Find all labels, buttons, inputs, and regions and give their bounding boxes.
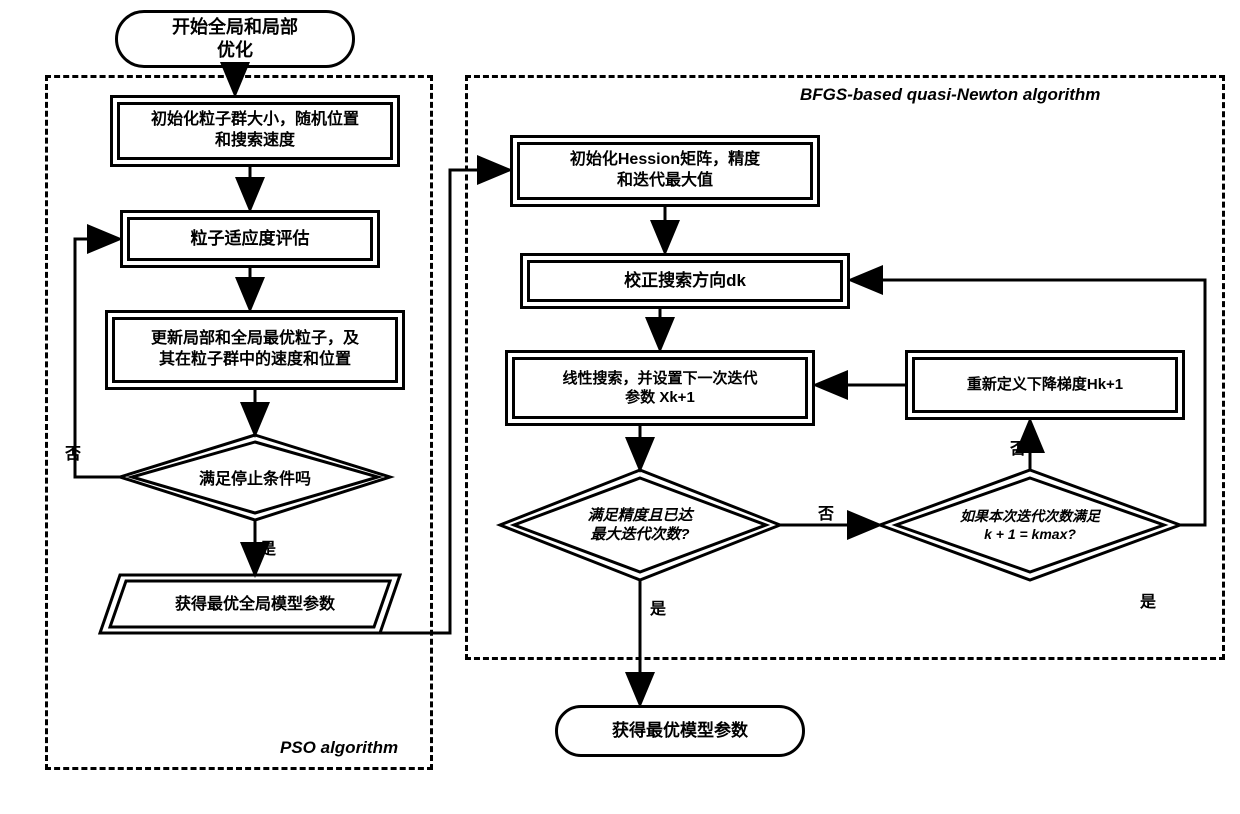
pso-decision-node: 满足停止条件吗 <box>150 460 360 500</box>
start-label: 开始全局和局部 优化 <box>172 16 298 63</box>
end-label: 获得最优模型参数 <box>612 720 748 742</box>
pso-section-label: PSO algorithm <box>280 738 398 758</box>
edge-no1: 否 <box>65 440 81 464</box>
pso-update-label: 更新局部和全局最优粒子，及 其在粒子群中的速度和位置 <box>151 329 359 371</box>
pso-init-label: 初始化粒子群大小，随机位置 和搜索速度 <box>151 110 359 152</box>
pso-init-node: 初始化粒子群大小，随机位置 和搜索速度 <box>110 95 400 167</box>
bfgs-dec2-node: 如果本次迭代次数满足 k + 1 = kmax? <box>930 500 1130 550</box>
bfgs-section-label: BFGS-based quasi-Newton algorithm <box>800 85 1100 105</box>
edge-no2: 否 <box>818 500 834 524</box>
pso-section-box <box>45 75 433 770</box>
bfgs-dec1-label: 满足精度且已达 最大迭代次数? <box>587 506 692 545</box>
end-node: 获得最优模型参数 <box>555 705 805 757</box>
bfgs-linesearch-node: 线性搜索，并设置下一次迭代 参数 Xk+1 <box>505 350 815 426</box>
bfgs-redefine-label: 重新定义下降梯度Hk+1 <box>967 375 1123 395</box>
bfgs-correct-node: 校正搜索方向dk <box>520 253 850 309</box>
bfgs-init-node: 初始化Hession矩阵，精度 和迭代最大值 <box>510 135 820 207</box>
bfgs-linesearch-label: 线性搜索，并设置下一次迭代 参数 Xk+1 <box>562 369 757 408</box>
pso-decision-label: 满足停止条件吗 <box>199 470 311 491</box>
pso-output-label: 获得最优全局模型参数 <box>175 595 335 616</box>
pso-eval-node: 粒子适应度评估 <box>120 210 380 268</box>
pso-update-node: 更新局部和全局最优粒子，及 其在粒子群中的速度和位置 <box>105 310 405 390</box>
start-node: 开始全局和局部 优化 <box>115 10 355 68</box>
edge-no3: 否 <box>1010 435 1026 459</box>
edge-yes1: 是 <box>260 535 276 559</box>
pso-output-node: 获得最优全局模型参数 <box>130 588 380 623</box>
bfgs-redefine-node: 重新定义下降梯度Hk+1 <box>905 350 1185 420</box>
edge-yes2: 是 <box>650 595 666 619</box>
bfgs-init-label: 初始化Hession矩阵，精度 和迭代最大值 <box>570 150 760 192</box>
pso-eval-label: 粒子适应度评估 <box>191 228 310 250</box>
bfgs-dec1-node: 满足精度且已达 最大迭代次数? <box>550 500 730 550</box>
edge-yes3: 是 <box>1140 588 1156 612</box>
bfgs-dec2-label: 如果本次迭代次数满足 k + 1 = kmax? <box>960 507 1100 543</box>
bfgs-correct-label: 校正搜索方向dk <box>624 270 746 292</box>
